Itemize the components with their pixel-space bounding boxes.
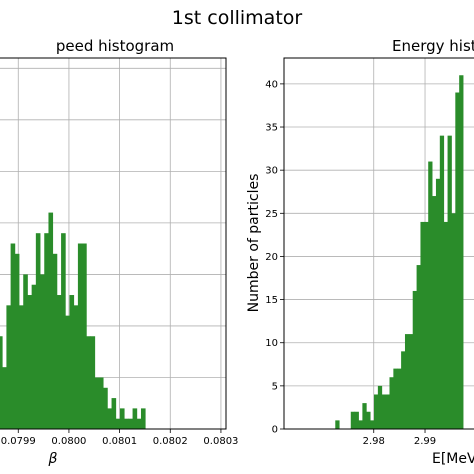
energy-y-tick-label: 40 [265, 79, 278, 90]
energy-x-ticks: 2.98 2.99 [363, 429, 436, 447]
speed-histogram-panel: peed histogram 0.0799 0.0800 0.0801 0.0802 0… [0, 37, 238, 467]
speed-histogram-bar [23, 274, 28, 429]
energy-plot-frame [283, 57, 474, 430]
speed-histogram-bar [90, 336, 96, 429]
speed-histogram-bar [103, 387, 108, 429]
energy-histogram-bar [404, 334, 410, 429]
speed-histogram-bar [40, 274, 45, 429]
energy-histogram-bar [439, 135, 445, 429]
speed-histogram-bar [65, 315, 70, 429]
energy-y-tick-label: 15 [265, 295, 278, 306]
energy-histogram-bar [385, 394, 390, 429]
speed-histogram-bar [86, 336, 91, 429]
speed-x-tick-label: 0.0803 [203, 436, 238, 447]
speed-histogram-bar [52, 253, 58, 429]
speed-x-ticks: 0.0799 0.0800 0.0801 0.0802 0.0803 [1, 429, 238, 447]
energy-histogram-bar [397, 368, 402, 429]
speed-x-tick-label: 0.0799 [1, 436, 36, 447]
energy-histogram-title: Energy hist [392, 37, 474, 55]
speed-histogram-bar [56, 295, 62, 429]
energy-y-tick-label: 0 [272, 425, 278, 436]
energy-histogram-bar [370, 420, 375, 429]
speed-histogram-bar [19, 305, 24, 429]
speed-histogram-bar [136, 418, 142, 429]
speed-histogram-bar [73, 305, 79, 429]
speed-histogram-bar [10, 243, 16, 429]
energy-histogram-bar [455, 92, 460, 429]
speed-histogram-bar [107, 408, 112, 429]
speed-histogram-bar [14, 253, 20, 429]
energy-histogram-bar [451, 213, 456, 429]
speed-histogram-bar [77, 243, 83, 429]
speed-x-tick-label: 0.0800 [51, 436, 86, 447]
energy-y-ticks: 0 5 10 15 20 25 30 35 40 [265, 79, 284, 436]
energy-y-tick-label: 5 [272, 381, 278, 392]
energy-histogram-bar [377, 385, 383, 429]
energy-y-tick-label: 35 [265, 123, 278, 134]
speed-histogram-bar [119, 408, 125, 429]
energy-x-tick-label: 2.99 [414, 436, 436, 447]
energy-histogram-bar [420, 221, 425, 429]
speed-histogram-bar [69, 295, 75, 429]
energy-histogram-bar [435, 178, 441, 429]
speed-histogram-bar [140, 408, 146, 429]
energy-y-tick-label: 25 [265, 209, 278, 220]
speed-histogram-bar [128, 418, 133, 429]
energy-y-tick-label: 20 [265, 252, 278, 263]
energy-bars [335, 75, 464, 430]
energy-histogram-bar [389, 377, 394, 429]
speed-histogram-bar [132, 408, 138, 429]
speed-histogram-bar [35, 233, 41, 429]
energy-histogram-bar [381, 394, 387, 429]
speed-histogram-bar [27, 295, 33, 429]
energy-histogram-bar [335, 420, 340, 429]
energy-histogram-bar [374, 394, 379, 429]
energy-histogram-panel: Energy hist 2.98 2.99 0 5 10 15 20 25 30 35 40 Nu… [246, 37, 474, 467]
energy-histogram-bar [447, 135, 452, 429]
energy-histogram-bar [412, 290, 417, 429]
speed-histogram-bar [61, 233, 66, 429]
speed-histogram-bar [44, 233, 49, 429]
speed-histogram-bar [82, 243, 87, 429]
energy-x-tick-label: 2.98 [363, 436, 385, 447]
speed-plot-frame [0, 57, 227, 430]
energy-histogram-bar [459, 75, 464, 430]
speed-histogram-bar [115, 418, 121, 429]
energy-histogram-bar [432, 196, 437, 429]
speed-histogram-bar [31, 284, 37, 429]
energy-histogram-bar [416, 265, 421, 429]
energy-y-tick-label: 10 [265, 338, 278, 349]
energy-histogram-bar [350, 411, 356, 429]
speed-histogram-title: peed histogram [56, 37, 174, 55]
speed-histogram-bar [48, 212, 54, 429]
energy-y-tick-label: 30 [265, 166, 278, 177]
speed-x-tick-label: 0.0802 [153, 436, 188, 447]
speed-histogram-bar [2, 367, 7, 429]
energy-histogram-bar [393, 368, 398, 429]
energy-histogram-bar [408, 334, 414, 429]
speed-histogram-bar [94, 377, 100, 429]
energy-histogram-bar [366, 411, 371, 429]
energy-histogram-bar [358, 420, 363, 429]
energy-y-axis-label: Number of particles [246, 174, 262, 313]
speed-x-tick-label: 0.0801 [102, 436, 137, 447]
energy-histogram-bar [354, 411, 359, 429]
energy-x-axis-label: E[MeV [432, 451, 474, 467]
energy-histogram-bar [362, 403, 367, 429]
speed-histogram-bar [6, 305, 12, 429]
speed-histogram-bar [0, 336, 3, 429]
figure-title: 1st collimator [172, 7, 303, 29]
speed-histogram-bar [111, 398, 117, 429]
speed-histogram-bar [98, 377, 104, 429]
speed-bars [0, 212, 146, 429]
speed-histogram-bar [124, 418, 129, 429]
energy-histogram-bar [428, 161, 433, 429]
energy-histogram-bar [443, 221, 448, 429]
speed-x-axis-label: β [48, 451, 58, 467]
energy-histogram-bar [401, 351, 406, 429]
energy-histogram-bar [424, 221, 429, 429]
